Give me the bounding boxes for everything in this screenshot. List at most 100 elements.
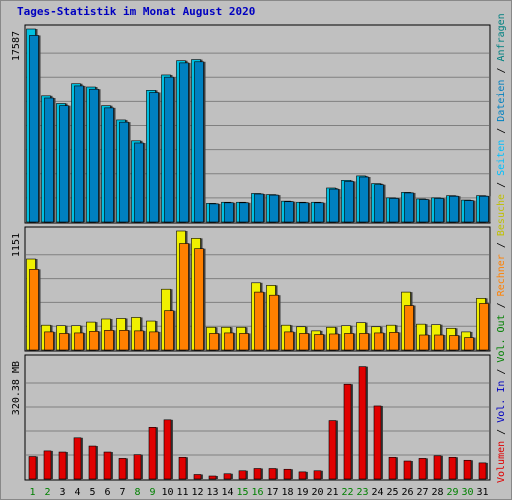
bar-dateien-10 — [164, 76, 174, 223]
x-tick-label-25: 25 — [386, 487, 398, 498]
bar-volumen-26 — [403, 460, 412, 480]
bar-volumen-5 — [88, 445, 97, 480]
x-tick-label-22: 22 — [341, 487, 353, 498]
legend-separator: / — [496, 363, 507, 381]
bar-rechner-23 — [359, 333, 369, 351]
bar-volumen-18 — [283, 468, 292, 480]
bar-rechner-10 — [164, 310, 174, 351]
bar-rechner-19 — [299, 333, 309, 351]
bar-dateien-2 — [44, 97, 54, 223]
bar-volumen-7 — [118, 458, 127, 480]
x-tick-label-21: 21 — [326, 487, 338, 498]
bar-rechner-24 — [374, 332, 384, 351]
x-tick-label-11: 11 — [176, 487, 188, 498]
x-tick-label-13: 13 — [206, 487, 218, 498]
bar-volumen-15 — [238, 470, 247, 480]
bar-rechner-12 — [194, 248, 204, 351]
bar-rechner-17 — [269, 294, 279, 351]
bar-volumen-9 — [148, 427, 157, 480]
x-tick-label-29: 29 — [446, 487, 458, 498]
bar-dateien-31 — [479, 195, 489, 223]
x-tick-label-26: 26 — [401, 487, 413, 498]
bar-dateien-29 — [449, 195, 459, 223]
x-tick-label-19: 19 — [296, 487, 308, 498]
bar-rechner-15 — [239, 333, 249, 351]
x-tick-label-18: 18 — [281, 487, 293, 498]
bar-rechner-21 — [329, 333, 339, 351]
bar-volumen-31 — [478, 462, 487, 480]
bar-rechner-2 — [44, 331, 54, 351]
bar-rechner-18 — [284, 331, 294, 351]
bar-dateien-5 — [89, 88, 99, 223]
bar-volumen-25 — [388, 456, 397, 480]
bar-rechner-6 — [104, 330, 114, 351]
x-tick-label-9: 9 — [149, 487, 155, 498]
panel-background — [24, 354, 491, 481]
legend-dateien: Dateien — [496, 80, 507, 122]
bar-dateien-25 — [389, 198, 399, 223]
x-tick-label-16: 16 — [251, 487, 263, 498]
bar-rechner-1 — [29, 269, 39, 351]
y-max-label: 17587 — [11, 31, 22, 61]
bar-rechner-14 — [224, 332, 234, 351]
legend-separator: / — [496, 423, 507, 441]
bar-dateien-19 — [299, 202, 309, 223]
bar-rechner-27 — [419, 334, 429, 351]
legend-anfragen: Anfragen — [496, 13, 507, 61]
bar-volumen-16 — [253, 468, 262, 480]
bar-rechner-7 — [119, 330, 129, 351]
bar-volumen-29 — [448, 456, 457, 480]
bar-dateien-24 — [374, 184, 384, 223]
legend-separator: / — [496, 236, 507, 254]
bar-volumen-21 — [328, 420, 337, 480]
x-tick-label-24: 24 — [371, 487, 383, 498]
y-max-label: 320.38 MB — [11, 361, 22, 415]
bar-dateien-16 — [254, 193, 264, 223]
legend-separator: / — [496, 296, 507, 314]
legend-separator: / — [496, 176, 507, 194]
bar-rechner-20 — [314, 334, 324, 351]
bar-dateien-13 — [209, 203, 219, 223]
bar-dateien-15 — [239, 202, 249, 223]
bar-dateien-3 — [59, 105, 69, 223]
x-tick-label-14: 14 — [221, 487, 233, 498]
bar-rechner-11 — [179, 243, 189, 351]
bar-dateien-7 — [119, 121, 129, 223]
x-tick-label-3: 3 — [59, 487, 65, 498]
chart-title: Tages-Statistik im Monat August 2020 — [17, 5, 256, 18]
bar-rechner-5 — [89, 331, 99, 351]
bar-dateien-23 — [359, 176, 369, 223]
bar-dateien-17 — [269, 194, 279, 223]
bar-dateien-1 — [29, 35, 39, 223]
bar-dateien-12 — [194, 61, 204, 223]
bar-volumen-24 — [373, 405, 382, 480]
bar-volumen-27 — [418, 458, 427, 480]
bar-volumen-19 — [298, 471, 307, 480]
bar-volumen-22 — [343, 383, 352, 480]
bar-rechner-8 — [134, 330, 144, 351]
legend-vol-out: Vol. Out — [496, 314, 507, 362]
x-tick-label-28: 28 — [431, 487, 443, 498]
x-tick-label-5: 5 — [89, 487, 95, 498]
x-tick-label-17: 17 — [266, 487, 278, 498]
x-tick-label-20: 20 — [311, 487, 323, 498]
bar-dateien-26 — [404, 192, 414, 223]
bar-dateien-30 — [464, 200, 474, 223]
legend-vol-in: Vol. In — [496, 381, 507, 423]
bar-volumen-12 — [193, 474, 202, 480]
legend-besuche: Besuche — [496, 194, 507, 236]
x-tick-label-6: 6 — [104, 487, 110, 498]
bar-volumen-30 — [463, 459, 472, 480]
bar-dateien-22 — [344, 181, 354, 223]
legend-volumen: Volumen — [496, 441, 507, 483]
bar-rechner-22 — [344, 333, 354, 351]
bar-rechner-26 — [404, 305, 414, 351]
right-legend: Volumen / Vol. In / Vol. Out / Rechner /… — [496, 13, 507, 483]
bar-dateien-6 — [104, 107, 114, 223]
bar-rechner-30 — [464, 337, 474, 351]
panel-3: 320.38 MB — [11, 354, 491, 481]
x-tick-label-12: 12 — [191, 487, 203, 498]
bar-volumen-23 — [358, 366, 367, 480]
